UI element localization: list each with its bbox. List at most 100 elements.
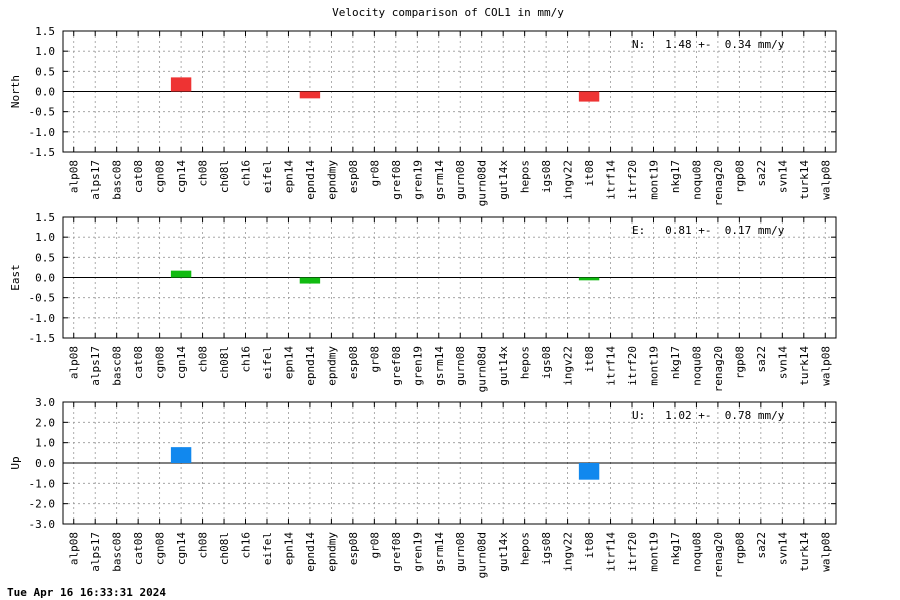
x-tick-label: mont19 [647, 532, 660, 572]
y-tick-label: -3.0 [29, 518, 56, 531]
x-tick-label: itrf14 [605, 160, 618, 200]
x-tick-label: igs08 [540, 346, 553, 379]
x-tick-label: gurn08 [454, 160, 467, 200]
x-tick-label: sa22 [755, 346, 768, 373]
y-tick-label: 1.5 [35, 211, 55, 224]
bar-epnd14 [299, 91, 321, 99]
x-tick-label: esp08 [347, 160, 360, 193]
x-tick-label: sa22 [755, 532, 768, 559]
x-tick-label: hepos [519, 532, 532, 565]
y-tick-label: 1.0 [35, 45, 55, 58]
x-tick-label: ch08 [197, 160, 210, 187]
x-tick-label: renag20 [712, 532, 725, 578]
x-tick-label: ingv22 [562, 160, 575, 200]
x-tick-label: ch08l [218, 160, 231, 193]
y-tick-label: 1.0 [35, 437, 55, 450]
x-tick-label: it08 [583, 346, 596, 373]
x-tick-label: eifel [261, 532, 274, 565]
x-tick-label: gref08 [390, 346, 403, 386]
x-tick-label: gut14x [497, 160, 510, 200]
bar-it08 [578, 91, 600, 102]
x-tick-label: gurn08d [476, 160, 489, 206]
x-tick-label: hepos [519, 346, 532, 379]
x-tick-label: cgn14 [175, 160, 188, 193]
x-tick-label: alp08 [68, 346, 81, 379]
velocity-annotation: N: 1.48 +- 0.34 mm/y [632, 38, 785, 51]
x-tick-label: cgn08 [154, 532, 167, 565]
y-axis-label: North [9, 75, 22, 108]
x-tick-label: ch08 [197, 346, 210, 373]
x-tick-label: alp08 [68, 532, 81, 565]
y-tick-label: 2.0 [35, 416, 55, 429]
x-tick-label: igs08 [540, 160, 553, 193]
velocity-annotation: U: 1.02 +- 0.78 mm/y [632, 409, 785, 422]
x-tick-label: epndmy [325, 160, 338, 200]
x-tick-label: ingv22 [562, 532, 575, 572]
x-tick-label: gut14x [497, 532, 510, 572]
x-tick-label: cgn14 [175, 346, 188, 379]
y-tick-label: -1.5 [29, 146, 56, 159]
x-tick-label: basc08 [111, 346, 124, 386]
chart-title: Velocity comparison of COL1 in mm/y [332, 6, 564, 19]
x-tick-label: epn14 [282, 160, 295, 193]
bar-it08 [578, 277, 600, 281]
x-tick-label: walp08 [819, 346, 832, 386]
x-tick-label: gut14x [497, 346, 510, 386]
x-tick-label: gsrm14 [433, 346, 446, 386]
x-tick-label: ch08l [218, 532, 231, 565]
x-tick-label: rgp08 [733, 532, 746, 565]
y-tick-label: -0.5 [29, 106, 56, 119]
x-tick-label: turk14 [798, 532, 811, 572]
y-tick-label: -1.0 [29, 312, 56, 325]
x-tick-label: epn14 [282, 346, 295, 379]
x-tick-label: cgn08 [154, 160, 167, 193]
x-tick-label: gurn08d [476, 532, 489, 578]
x-tick-label: itrf20 [626, 532, 639, 572]
x-tick-label: esp08 [347, 346, 360, 379]
x-tick-label: svn14 [776, 160, 789, 193]
plot-frame [62, 401, 837, 525]
x-tick-label: gsrm14 [433, 532, 446, 572]
x-tick-label: ch16 [240, 346, 253, 373]
x-tick-label: itrf14 [605, 532, 618, 572]
velocity-annotation: E: 0.81 +- 0.17 mm/y [632, 224, 785, 237]
x-tick-label: gurn08 [454, 346, 467, 386]
x-tick-label: alps17 [89, 532, 102, 572]
bar-cgn14 [170, 270, 192, 278]
x-tick-label: gr08 [368, 346, 381, 373]
x-tick-label: ingv22 [562, 346, 575, 386]
x-tick-label: mont19 [647, 346, 660, 386]
y-tick-label: 0.5 [35, 65, 55, 78]
x-tick-label: igs08 [540, 532, 553, 565]
bar-it08 [578, 463, 600, 480]
x-tick-label: epndmy [325, 346, 338, 386]
x-tick-label: noqu08 [690, 160, 703, 200]
bar-cgn14 [170, 447, 192, 463]
y-tick-label: -2.0 [29, 498, 56, 511]
x-tick-label: epnd14 [304, 532, 317, 572]
x-tick-label: hepos [519, 160, 532, 193]
x-tick-label: svn14 [776, 346, 789, 379]
x-tick-label: nkg17 [669, 160, 682, 193]
y-tick-label: -1.0 [29, 477, 56, 490]
x-tick-label: gr08 [368, 532, 381, 559]
x-tick-label: svn14 [776, 532, 789, 565]
x-tick-label: gurn08d [476, 346, 489, 392]
x-tick-label: eifel [261, 160, 274, 193]
plot-frame [62, 216, 837, 339]
y-tick-label: -0.5 [29, 292, 56, 305]
bar-cgn14 [170, 77, 192, 92]
x-tick-label: gren19 [411, 346, 424, 386]
y-tick-label: 1.5 [35, 25, 55, 38]
x-tick-label: walp08 [819, 160, 832, 200]
x-tick-label: gurn08 [454, 532, 467, 572]
y-tick-label: 3.0 [35, 396, 55, 409]
y-tick-label: 1.0 [35, 231, 55, 244]
x-tick-label: alps17 [89, 160, 102, 200]
x-tick-label: gref08 [390, 532, 403, 572]
x-tick-label: nkg17 [669, 346, 682, 379]
y-tick-label: 0.0 [35, 272, 55, 285]
x-tick-label: noqu08 [690, 532, 703, 572]
x-tick-label: basc08 [111, 532, 124, 572]
